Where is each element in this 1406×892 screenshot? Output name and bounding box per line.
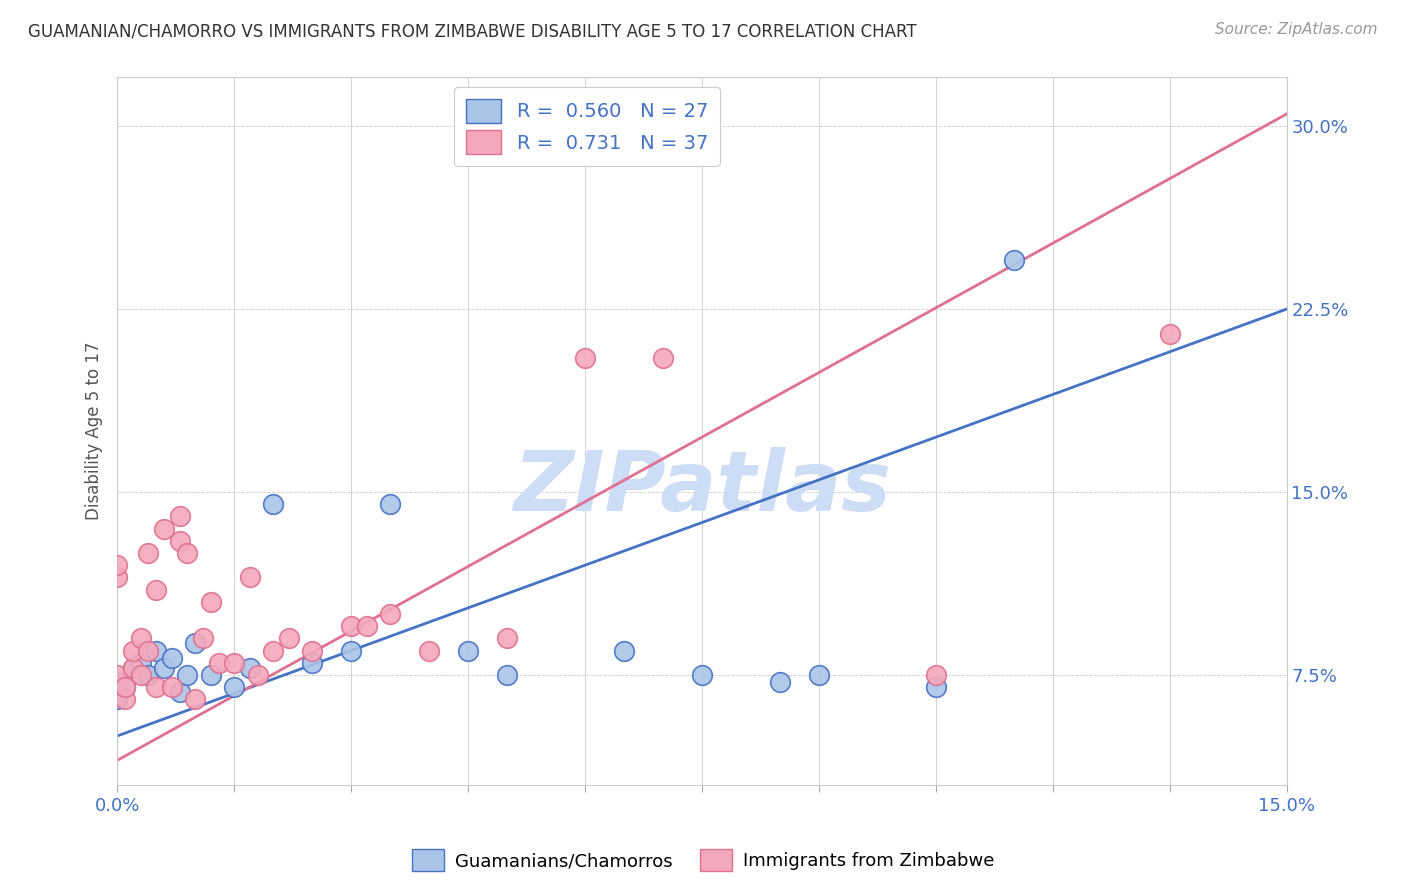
Point bbox=[239, 661, 262, 675]
Point bbox=[145, 582, 167, 597]
Point bbox=[129, 656, 152, 670]
Point bbox=[138, 643, 160, 657]
Point bbox=[145, 643, 167, 657]
Point bbox=[207, 656, 229, 670]
Point bbox=[807, 668, 830, 682]
Point bbox=[153, 522, 176, 536]
Point bbox=[356, 619, 378, 633]
Point bbox=[277, 632, 299, 646]
Point bbox=[340, 643, 363, 657]
Point bbox=[246, 668, 269, 682]
Point bbox=[925, 668, 948, 682]
Point bbox=[105, 692, 128, 706]
Text: Source: ZipAtlas.com: Source: ZipAtlas.com bbox=[1215, 22, 1378, 37]
Point bbox=[105, 558, 128, 573]
Point bbox=[1002, 253, 1025, 268]
Point bbox=[613, 643, 636, 657]
Point bbox=[340, 619, 363, 633]
Point bbox=[262, 643, 284, 657]
Point bbox=[169, 685, 191, 699]
Point bbox=[496, 632, 519, 646]
Point bbox=[200, 668, 222, 682]
Point bbox=[153, 661, 176, 675]
Point bbox=[169, 509, 191, 524]
Y-axis label: Disability Age 5 to 17: Disability Age 5 to 17 bbox=[86, 342, 103, 520]
Point bbox=[114, 680, 136, 694]
Legend: Guamanians/Chamorros, Immigrants from Zimbabwe: Guamanians/Chamorros, Immigrants from Zi… bbox=[405, 842, 1001, 879]
Point bbox=[925, 680, 948, 694]
Point bbox=[129, 632, 152, 646]
Point bbox=[129, 668, 152, 682]
Point bbox=[574, 351, 596, 365]
Point bbox=[184, 636, 207, 650]
Point bbox=[169, 533, 191, 548]
Point bbox=[138, 668, 160, 682]
Point bbox=[121, 643, 143, 657]
Point bbox=[114, 692, 136, 706]
Point bbox=[418, 643, 440, 657]
Point bbox=[224, 656, 246, 670]
Point bbox=[160, 680, 183, 694]
Point bbox=[121, 661, 143, 675]
Point bbox=[138, 546, 160, 560]
Text: ZIPatlas: ZIPatlas bbox=[513, 447, 891, 528]
Point bbox=[378, 607, 401, 621]
Point bbox=[651, 351, 673, 365]
Point bbox=[114, 680, 136, 694]
Point bbox=[690, 668, 713, 682]
Point bbox=[145, 680, 167, 694]
Point bbox=[301, 656, 323, 670]
Point bbox=[378, 497, 401, 511]
Point bbox=[769, 675, 792, 690]
Point bbox=[105, 570, 128, 584]
Point bbox=[105, 675, 128, 690]
Point bbox=[105, 668, 128, 682]
Point bbox=[184, 692, 207, 706]
Text: GUAMANIAN/CHAMORRO VS IMMIGRANTS FROM ZIMBABWE DISABILITY AGE 5 TO 17 CORRELATIO: GUAMANIAN/CHAMORRO VS IMMIGRANTS FROM ZI… bbox=[28, 22, 917, 40]
Point bbox=[121, 661, 143, 675]
Point bbox=[457, 643, 479, 657]
Point bbox=[176, 668, 198, 682]
Point bbox=[191, 632, 214, 646]
Point bbox=[262, 497, 284, 511]
Point bbox=[176, 546, 198, 560]
Point bbox=[200, 595, 222, 609]
Point bbox=[1159, 326, 1181, 341]
Point bbox=[496, 668, 519, 682]
Point bbox=[239, 570, 262, 584]
Point bbox=[224, 680, 246, 694]
Legend: R =  0.560   N = 27, R =  0.731   N = 37: R = 0.560 N = 27, R = 0.731 N = 37 bbox=[454, 87, 720, 166]
Point bbox=[301, 643, 323, 657]
Point bbox=[160, 651, 183, 665]
